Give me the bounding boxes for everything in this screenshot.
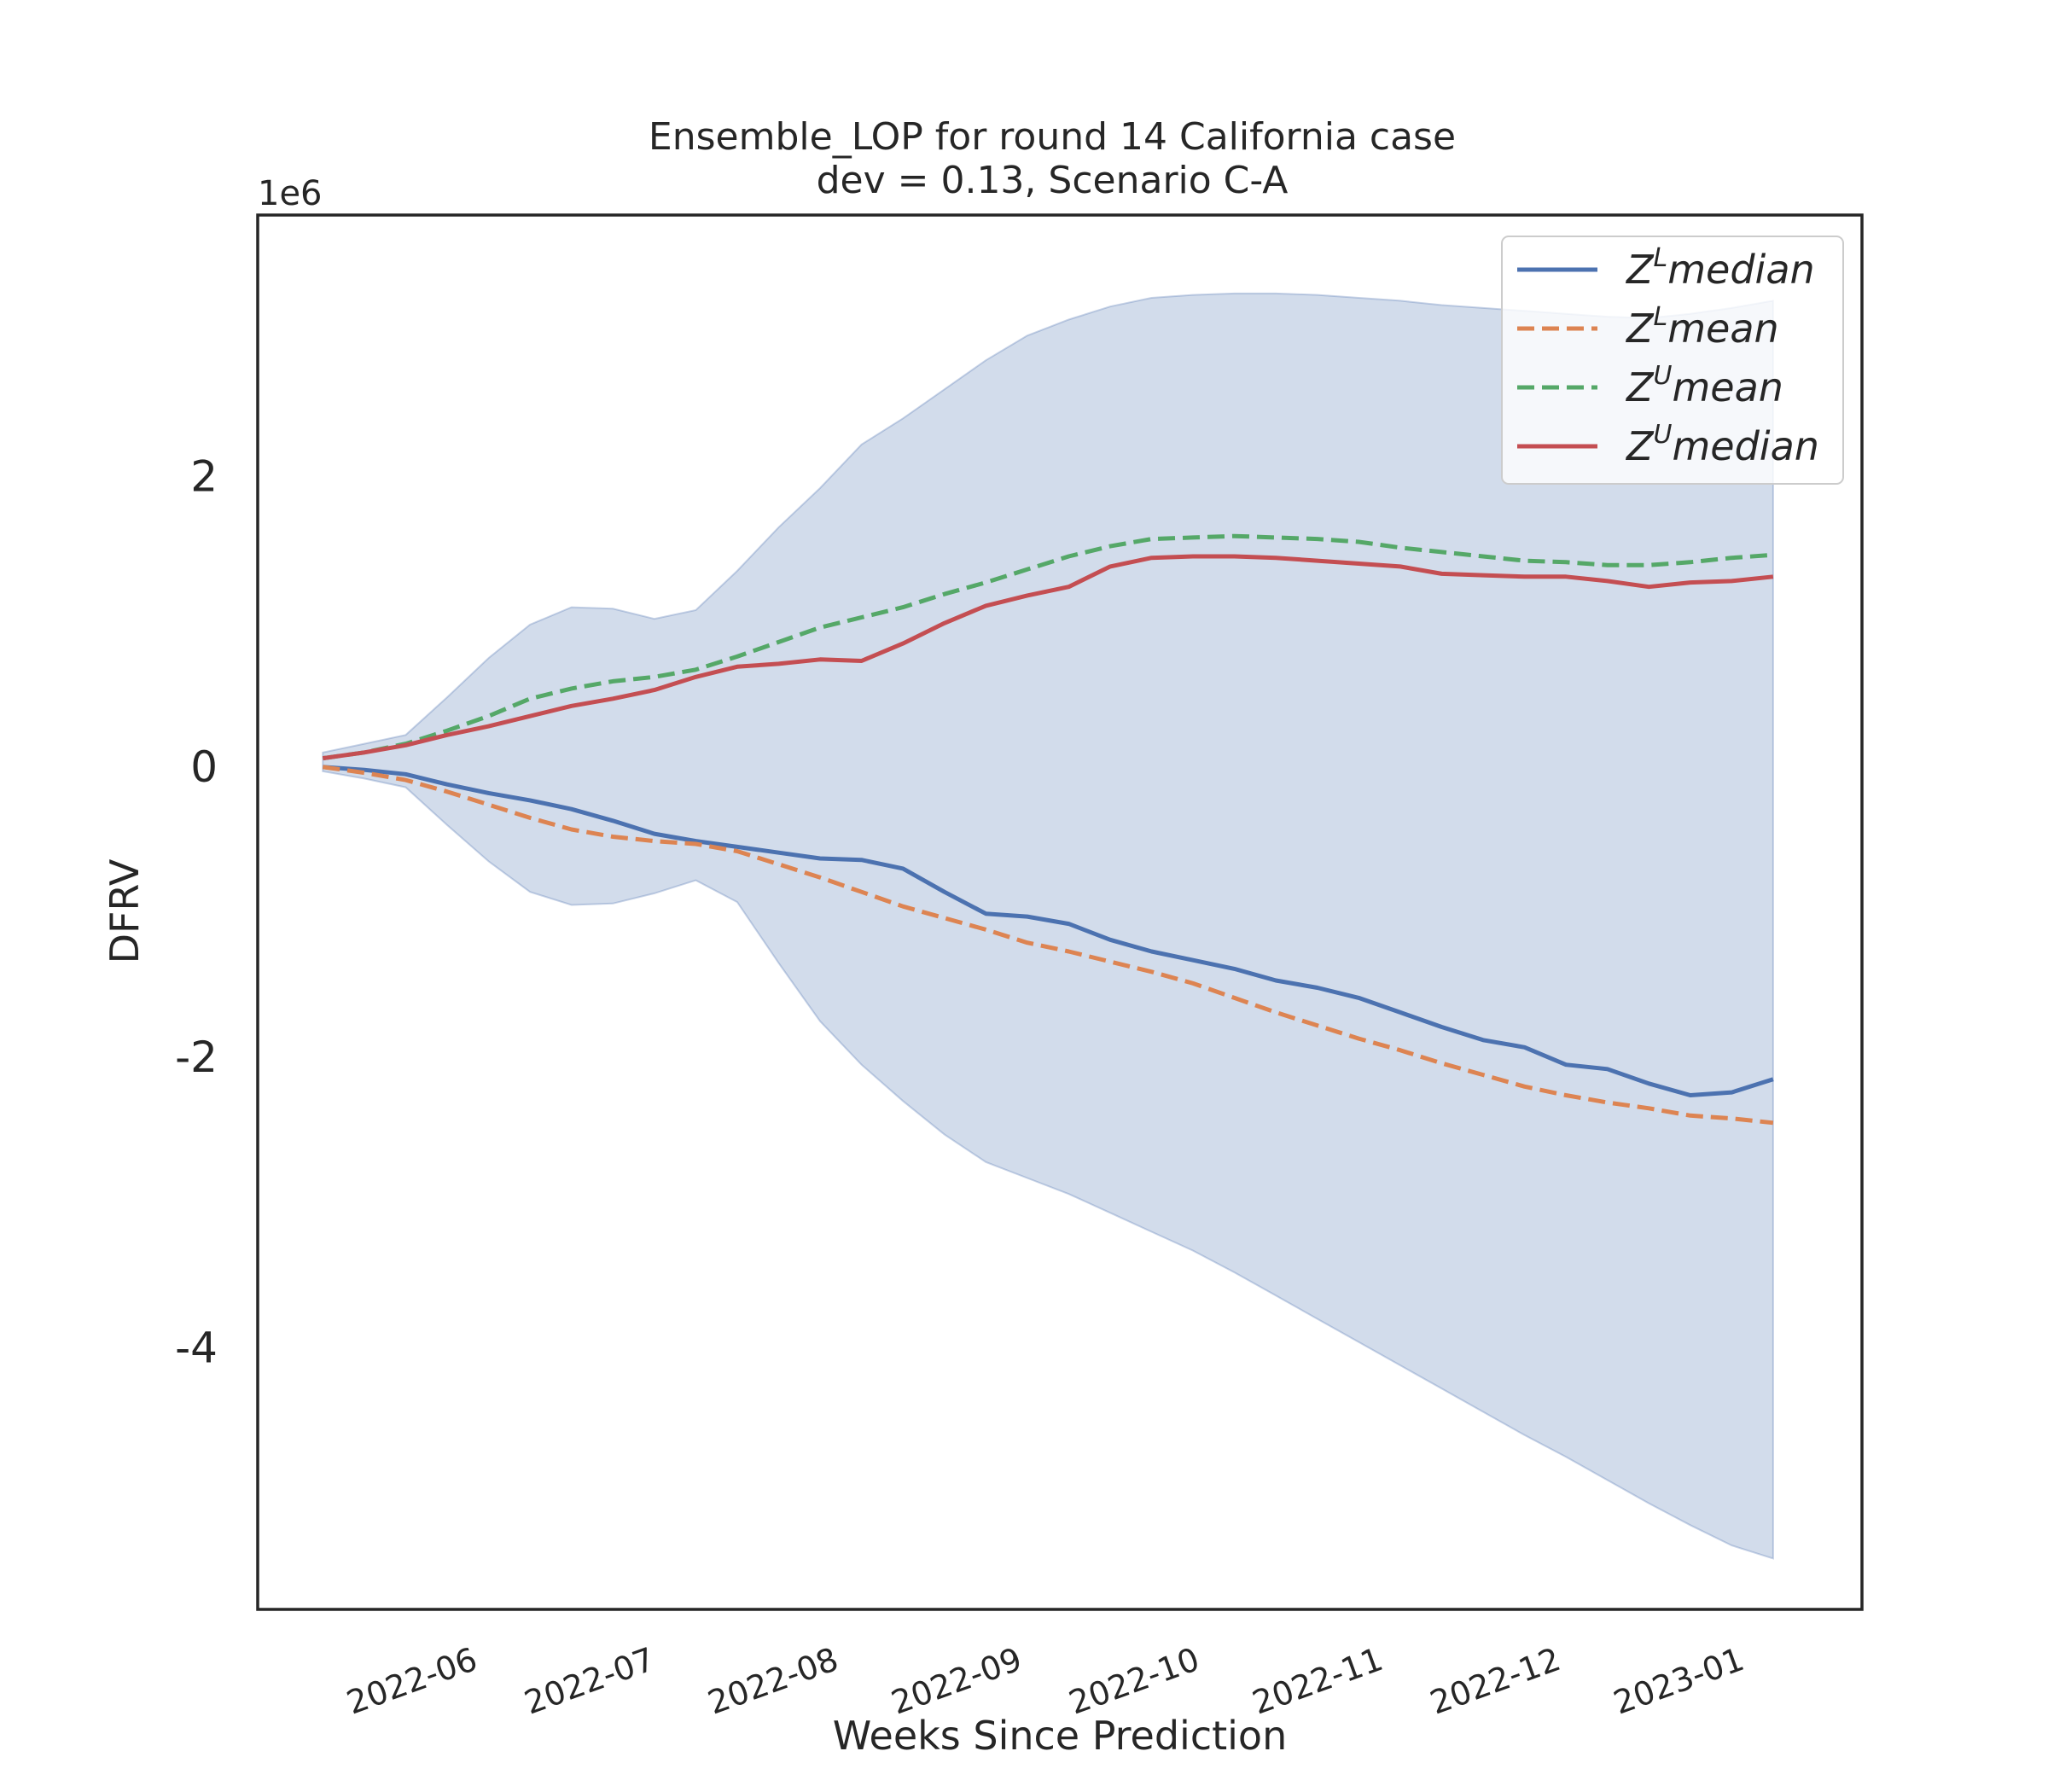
plot-area <box>322 292 1774 1560</box>
x-tick-label: 2022-07 <box>520 1640 660 1722</box>
chart-title: Ensemble_LOP for round 14 California cas… <box>649 115 1456 159</box>
legend: ZLmedian ZLmean ZUmean ZUmedian <box>1501 236 1844 485</box>
series-line-median-L <box>323 765 1774 1097</box>
x-tick-label: 2022-09 <box>887 1640 1027 1722</box>
confidence-band <box>322 292 1774 1560</box>
x-tick-label: 2022-06 <box>342 1640 482 1722</box>
legend-label-median-L: ZLmedian <box>1625 243 1815 293</box>
x-axis-label: Weeks Since Prediction <box>833 1713 1287 1759</box>
x-tick-label: 2022-11 <box>1248 1640 1388 1722</box>
series-line-mean-U <box>322 533 1774 761</box>
x-tick-label: 2022-10 <box>1064 1640 1204 1722</box>
series-line-median-U <box>322 554 1774 761</box>
series-lines <box>322 533 1774 1126</box>
y-tick-label: -2 <box>175 1033 218 1082</box>
legend-label-mean-U: ZUmean <box>1625 361 1783 410</box>
y-axis-label: DFRV <box>102 858 148 963</box>
legend-label-mean-L: ZLmean <box>1625 302 1779 352</box>
legend-label-median-U: ZUmedian <box>1625 420 1819 469</box>
y-tick-labels: -4 -2 0 2 <box>175 451 218 1372</box>
x-tick-label: 2022-12 <box>1425 1640 1565 1722</box>
x-tick-label: 2023-01 <box>1609 1640 1748 1722</box>
chart-subtitle: dev = 0.13, Scenario C-A <box>817 159 1289 202</box>
y-tick-label: 2 <box>190 451 218 501</box>
x-tick-label: 2022-08 <box>703 1640 843 1722</box>
series-line-mean-L <box>322 765 1774 1126</box>
plot-frame <box>256 213 1864 1611</box>
y-axis-offset-label: 1e6 <box>258 174 323 213</box>
y-tick-label: -4 <box>175 1324 218 1373</box>
y-tick-label: 0 <box>190 742 218 792</box>
legend-box <box>1501 236 1844 485</box>
x-tick-labels: 2022-06 2022-07 2022-08 2022-09 2022-10 2022-… <box>342 1640 1749 1722</box>
